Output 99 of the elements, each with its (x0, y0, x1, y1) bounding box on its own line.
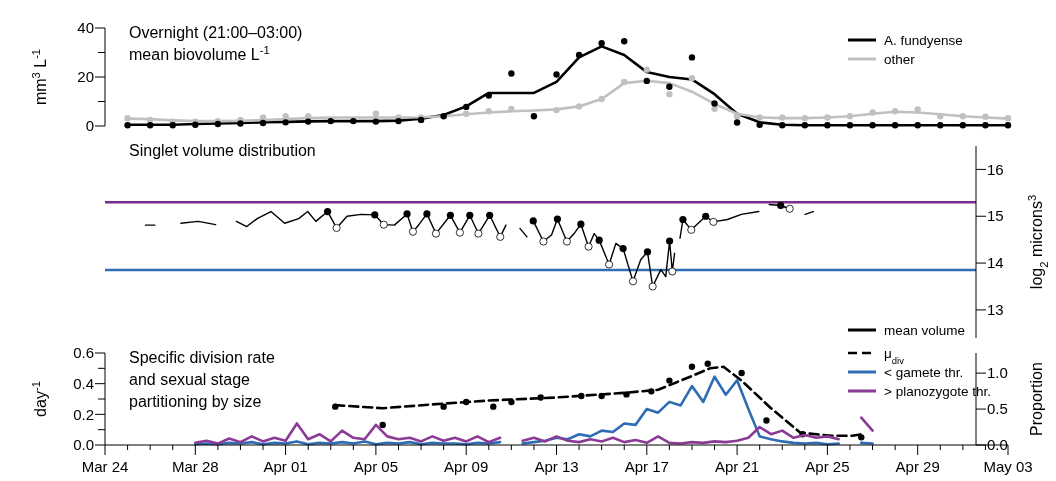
chart-title: Overnight (21:00–03:00) (129, 24, 303, 41)
y2-axis-title: Proportion (1028, 362, 1045, 436)
point (621, 38, 628, 45)
point (982, 122, 989, 129)
point (824, 114, 831, 121)
x-tick-label: Apr 13 (534, 458, 579, 475)
chart-title: Specific division rate (129, 349, 275, 366)
point (146, 116, 154, 124)
y2-tick-label: 14 (987, 254, 1004, 272)
point (485, 108, 492, 115)
point (259, 119, 267, 127)
y-tick-label: 0.6 (73, 344, 94, 362)
legend-label: mean volume (884, 322, 966, 338)
point (869, 109, 876, 116)
point (666, 90, 673, 98)
x-tick-label: Apr 29 (895, 458, 940, 475)
x-tick-label: Mar 28 (171, 458, 219, 475)
point (553, 106, 560, 114)
point (440, 113, 447, 120)
legend-label: other (884, 51, 916, 67)
legend-label: < gamete thr. (884, 364, 964, 380)
y-tick-label: 0.2 (73, 405, 94, 423)
x-tick-label: Apr 25 (805, 458, 850, 475)
legend-label: A. fundyense (884, 32, 963, 48)
point (621, 78, 628, 86)
x-tick-label: Apr 17 (624, 458, 669, 475)
point (282, 119, 289, 126)
point (575, 51, 583, 59)
legend-label: μ$_{div}$ (884, 345, 905, 366)
point (463, 103, 470, 111)
legend-label: > planozygote thr. (884, 383, 991, 399)
y2-tick-label: 15 (987, 207, 1004, 225)
point (643, 66, 650, 73)
y-tick-label: 20 (77, 68, 94, 86)
x-tick-label: Apr 09 (444, 458, 489, 475)
point (733, 113, 741, 120)
point (1004, 114, 1012, 122)
point (891, 108, 899, 115)
point (756, 114, 763, 121)
point (914, 106, 921, 113)
text: mean biovolume L$^{-1}$ (129, 44, 270, 63)
point (553, 71, 560, 78)
point (711, 100, 718, 107)
point (643, 77, 650, 85)
point (688, 75, 696, 82)
point (824, 122, 831, 129)
y2-tick-label: 16 (987, 160, 1004, 178)
point (463, 110, 470, 117)
point (733, 119, 741, 126)
y2-tick-label: 1.0 (987, 364, 1008, 382)
chart-title: Singlet volume distribution (129, 142, 316, 159)
point (869, 122, 876, 129)
point (575, 103, 583, 110)
point (146, 122, 154, 129)
point (779, 122, 786, 129)
x-tick-label: Apr 05 (353, 458, 398, 475)
point (937, 122, 944, 129)
y-tick-label: 0.0 (73, 436, 94, 454)
point (914, 122, 921, 129)
point (598, 39, 605, 47)
point (395, 117, 402, 125)
x-tick-label: Apr 21 (715, 458, 760, 475)
point (350, 117, 357, 125)
point (530, 113, 538, 120)
point (982, 113, 989, 120)
y2-tick-label: 0.0 (987, 436, 1008, 454)
point (801, 114, 809, 122)
point (237, 120, 244, 127)
text: and sexual stage partitioning by size (129, 371, 262, 410)
point (891, 122, 899, 129)
point (959, 113, 967, 120)
point (124, 122, 131, 129)
y-tick-label: 0 (85, 117, 94, 135)
point (327, 117, 334, 125)
point (756, 121, 763, 128)
point (508, 70, 515, 77)
point (598, 95, 605, 103)
point (124, 114, 131, 122)
point (372, 118, 380, 125)
point (779, 114, 786, 121)
point (846, 113, 854, 120)
point (688, 54, 696, 61)
x-tick-label: May 03 (983, 458, 1033, 475)
point (959, 122, 967, 129)
point (801, 122, 809, 129)
y-tick-label: 0.4 (73, 374, 94, 392)
point (1004, 122, 1012, 129)
point (372, 110, 380, 117)
x-tick-label: Mar 24 (81, 458, 129, 475)
point (169, 122, 176, 129)
y2-tick-label: 13 (987, 301, 1004, 319)
point (485, 92, 492, 99)
y2-tick-label: 0.5 (987, 400, 1008, 418)
point (666, 83, 673, 90)
point (711, 105, 718, 113)
x-tick-label: Apr 01 (263, 458, 308, 475)
point (304, 118, 312, 125)
point (846, 122, 854, 129)
y-tick-label: 40 (77, 19, 94, 37)
